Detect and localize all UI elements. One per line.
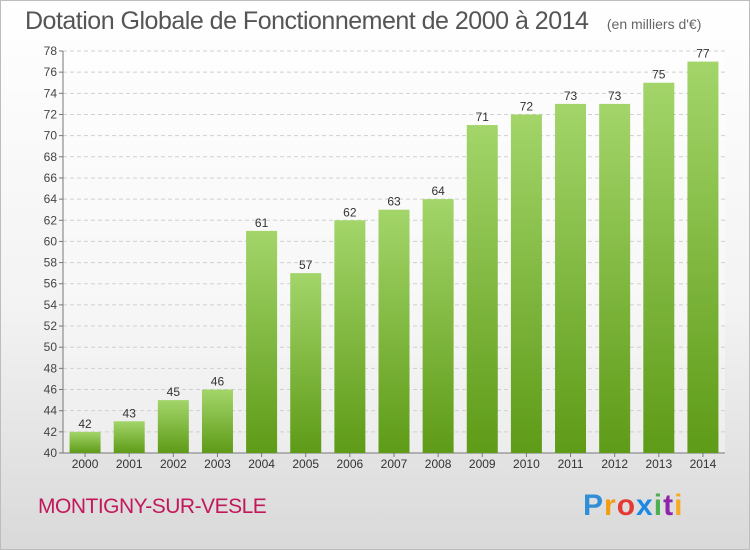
bar: [290, 273, 322, 453]
bar: [201, 389, 233, 453]
y-tick-label: 78: [44, 44, 58, 58]
x-tick-label: 2007: [381, 457, 408, 471]
x-tick-label: 2005: [292, 457, 319, 471]
y-tick-label: 76: [44, 65, 58, 79]
logo-letter: o: [616, 489, 637, 522]
y-tick-label: 54: [44, 298, 58, 312]
x-tick-label: 2000: [72, 457, 99, 471]
logo-letter: x: [636, 489, 654, 522]
logo-letter: r: [604, 489, 617, 522]
bar-value-label: 61: [255, 216, 269, 230]
y-tick-label: 64: [44, 192, 58, 206]
bar: [643, 82, 675, 453]
x-tick-label: 2012: [601, 457, 628, 471]
proxiti-logo: Proxiti: [583, 489, 683, 523]
y-tick-label: 60: [44, 234, 58, 248]
x-tick-label: 2003: [204, 457, 231, 471]
bar-value-label: 43: [123, 406, 137, 420]
logo-letter: t: [663, 489, 675, 522]
bar-value-label: 72: [520, 99, 534, 113]
bar-value-label: 62: [343, 205, 357, 219]
commune-name: MONTIGNY-SUR-VESLE: [38, 495, 267, 518]
bar: [157, 400, 189, 453]
logo-letter: i: [674, 489, 684, 522]
bar-chart: 40 42 44 46 48 50 52 54 56 58 60 62 64 66 68 70 72 74 76 78…: [44, 44, 725, 471]
y-tick-label: 74: [44, 86, 58, 100]
bar-value-label: 46: [211, 375, 225, 389]
y-tick-label: 42: [44, 425, 58, 439]
y-tick-label: 58: [44, 256, 58, 270]
chart-title: Dotation Globale de Fonctionnement de 20…: [25, 7, 701, 36]
x-tick-label: 2014: [690, 457, 717, 471]
bar-value-label: 75: [652, 68, 666, 82]
y-tick-label: 46: [44, 383, 58, 397]
y-tick-label: 48: [44, 361, 58, 375]
bar-value-label: 73: [608, 89, 622, 103]
y-tick-label: 50: [44, 340, 58, 354]
bar: [246, 230, 278, 453]
bar: [510, 114, 542, 453]
logo-letter: i: [653, 489, 664, 522]
y-tick-label: 70: [44, 129, 58, 143]
bar-value-label: 42: [78, 417, 92, 431]
bar-value-label: 71: [476, 110, 490, 124]
x-tick-label: 2013: [645, 457, 672, 471]
y-tick-label: 62: [44, 213, 58, 227]
x-tick-label: 2001: [116, 457, 143, 471]
bar: [422, 199, 454, 453]
bar: [334, 220, 366, 453]
y-tick-label: 72: [44, 107, 58, 121]
y-tick-label: 44: [44, 404, 58, 418]
bar: [687, 61, 719, 453]
y-tick-label: 66: [44, 171, 58, 185]
x-tick-label: 2006: [337, 457, 364, 471]
bar: [69, 431, 101, 453]
y-tick-label: 52: [44, 319, 58, 333]
bar-value-label: 63: [387, 195, 401, 209]
x-tick-label: 2010: [513, 457, 540, 471]
x-tick-label: 2002: [160, 457, 187, 471]
x-tick-label: 2009: [469, 457, 496, 471]
y-tick-label: 56: [44, 277, 58, 291]
chart-title-text: Dotation Globale de Fonctionnement de 20…: [25, 7, 589, 35]
bar-value-label: 45: [167, 385, 181, 399]
x-tick-label: 2011: [558, 457, 584, 471]
chart-subtitle: (en milliers d'€): [606, 16, 702, 32]
x-tick-label: 2004: [248, 457, 275, 471]
bar: [599, 103, 631, 453]
bar: [113, 421, 145, 453]
bar-value-label: 77: [696, 47, 710, 61]
bar: [466, 125, 498, 453]
bar-value-label: 57: [299, 258, 313, 272]
y-tick-label: 68: [44, 150, 58, 164]
y-tick-label: 40: [44, 446, 58, 460]
x-tick-label: 2008: [425, 457, 452, 471]
bar-value-label: 73: [564, 89, 578, 103]
bar: [378, 209, 410, 453]
bar-value-label: 64: [431, 184, 445, 198]
bar: [555, 103, 587, 453]
logo-letter: P: [583, 489, 605, 522]
